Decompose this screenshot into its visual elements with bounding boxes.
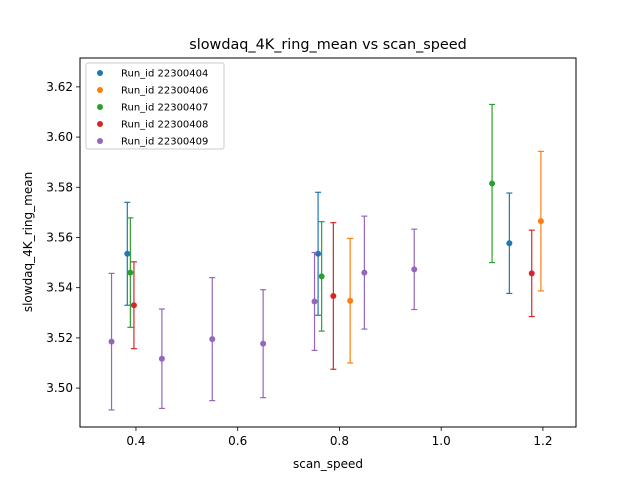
legend: Run_id 22300404 Run_id 22300406 Run_id 223… xyxy=(85,62,225,150)
legend-label: Run_id 22300407 xyxy=(121,103,208,114)
data-point xyxy=(108,338,115,345)
chart-title: slowdaq_4K_ring_mean vs scan_speed xyxy=(189,37,467,53)
data-point xyxy=(130,302,137,309)
legend-label: Run_id 22300406 xyxy=(121,86,208,97)
legend-marker xyxy=(97,70,103,76)
data-point xyxy=(209,336,216,343)
legend-items: Run_id 22300404 Run_id 22300406 Run_id 223… xyxy=(97,69,208,148)
data-point xyxy=(489,180,496,187)
data-point xyxy=(318,273,325,280)
y-tick-label: 3.62 xyxy=(46,80,73,94)
data-point xyxy=(411,266,418,273)
x-tick-label: 0.8 xyxy=(330,434,349,448)
data-point xyxy=(506,240,513,247)
data-point xyxy=(260,340,267,347)
data-point xyxy=(127,269,134,276)
x-axis: 0.4 0.6 0.8 1.0 1.2 xyxy=(126,427,552,448)
x-axis-label: scan_speed xyxy=(293,457,363,471)
y-axis: 3.50 3.52 3.54 3.56 3.58 3.60 3.62 xyxy=(46,80,80,395)
legend-marker xyxy=(97,138,103,144)
data-point xyxy=(330,292,337,299)
y-tick-label: 3.58 xyxy=(46,180,73,194)
x-tick-label: 0.6 xyxy=(228,434,247,448)
y-axis-label: slowdaq_4K_ring_mean xyxy=(21,172,35,312)
data-point xyxy=(311,298,318,305)
series-group xyxy=(347,150,544,364)
plot-content xyxy=(108,103,544,411)
data-point xyxy=(124,250,131,257)
legend-box xyxy=(85,62,225,150)
series-group xyxy=(127,103,496,332)
y-tick-label: 3.54 xyxy=(46,281,73,295)
data-point xyxy=(158,355,165,362)
data-point xyxy=(315,250,322,257)
x-tick-label: 0.4 xyxy=(126,434,145,448)
series-group xyxy=(124,191,513,316)
plot-frame xyxy=(79,57,577,428)
legend-marker xyxy=(97,104,103,110)
y-tick-label: 3.52 xyxy=(46,331,73,345)
series-group xyxy=(130,222,535,370)
y-tick-label: 3.50 xyxy=(46,381,73,395)
legend-label: Run_id 22300404 xyxy=(121,69,208,80)
y-tick-label: 3.60 xyxy=(46,130,73,144)
data-point xyxy=(537,218,544,225)
x-tick-label: 1.0 xyxy=(432,434,451,448)
y-tick-label: 3.56 xyxy=(46,230,73,244)
x-tick-label: 1.2 xyxy=(533,434,552,448)
legend-label: Run_id 22300409 xyxy=(121,137,208,148)
legend-label: Run_id 22300408 xyxy=(121,120,208,131)
legend-marker xyxy=(97,121,103,127)
data-point xyxy=(347,297,354,304)
series-group xyxy=(108,215,418,411)
legend-marker xyxy=(97,87,103,93)
data-point xyxy=(528,270,535,277)
data-point xyxy=(361,269,368,276)
